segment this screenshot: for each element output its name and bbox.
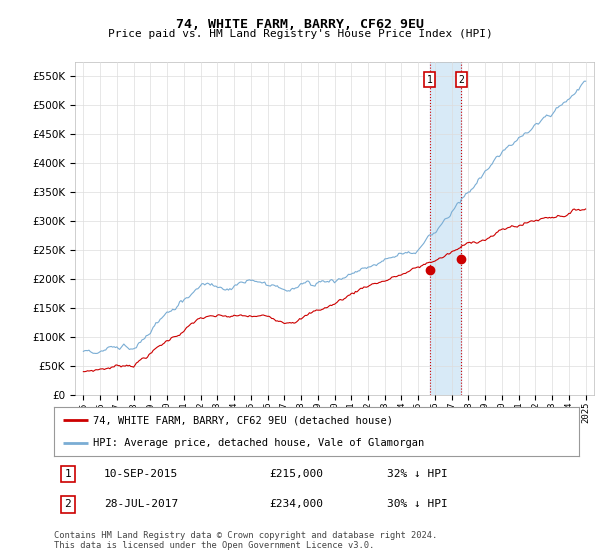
Text: 1: 1 <box>65 469 71 479</box>
Bar <box>430 62 461 395</box>
Text: Price paid vs. HM Land Registry's House Price Index (HPI): Price paid vs. HM Land Registry's House … <box>107 29 493 39</box>
Text: 74, WHITE FARM, BARRY, CF62 9EU (detached house): 74, WHITE FARM, BARRY, CF62 9EU (detache… <box>94 416 394 426</box>
Text: 74, WHITE FARM, BARRY, CF62 9EU: 74, WHITE FARM, BARRY, CF62 9EU <box>176 18 424 31</box>
Text: 30% ↓ HPI: 30% ↓ HPI <box>388 500 448 509</box>
Text: 32% ↓ HPI: 32% ↓ HPI <box>388 469 448 479</box>
Text: Contains HM Land Registry data © Crown copyright and database right 2024.
This d: Contains HM Land Registry data © Crown c… <box>54 531 437 550</box>
Text: HPI: Average price, detached house, Vale of Glamorgan: HPI: Average price, detached house, Vale… <box>94 438 425 448</box>
Text: 10-SEP-2015: 10-SEP-2015 <box>104 469 178 479</box>
Text: 2: 2 <box>65 500 71 509</box>
Text: £234,000: £234,000 <box>269 500 323 509</box>
Text: 1: 1 <box>427 75 433 85</box>
Text: 28-JUL-2017: 28-JUL-2017 <box>104 500 178 509</box>
Text: £215,000: £215,000 <box>269 469 323 479</box>
Text: 2: 2 <box>458 75 464 85</box>
